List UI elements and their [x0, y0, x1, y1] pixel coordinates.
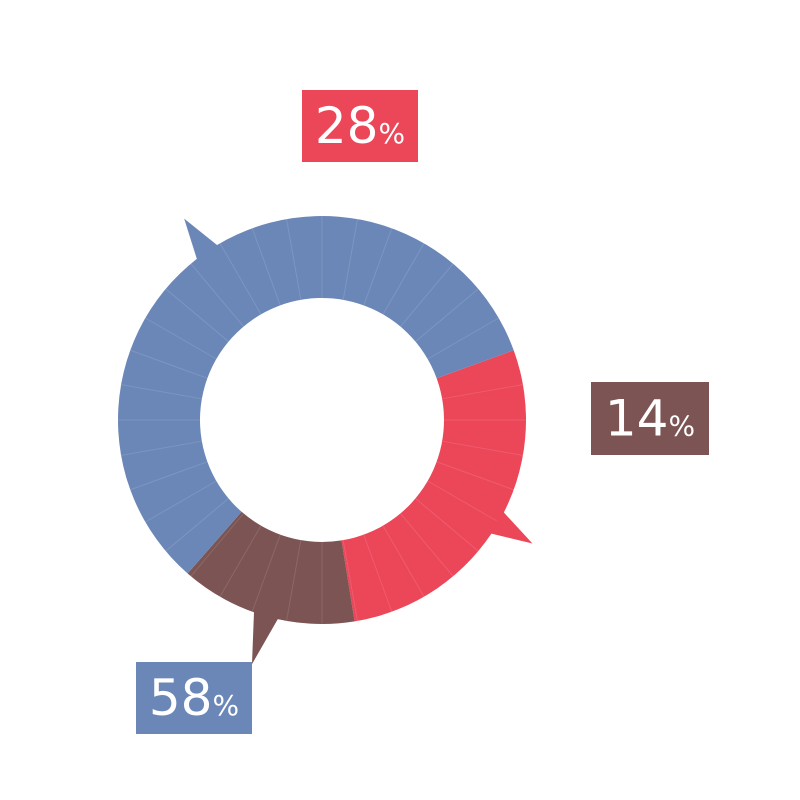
segment-divider — [427, 317, 499, 360]
segment-divider — [400, 263, 454, 327]
segment-divider — [130, 349, 208, 379]
callouts: 28% 14% 58% — [136, 90, 709, 734]
segment-divider — [145, 480, 217, 523]
segment-divider — [219, 243, 262, 315]
segment-divider — [400, 513, 454, 577]
callout-box — [136, 662, 252, 734]
segment-divider — [121, 384, 202, 400]
segment-divider — [382, 525, 425, 597]
segment-divider — [121, 440, 202, 456]
slice-value-label: 14% — [605, 390, 695, 448]
slice-value-label: 28% — [315, 97, 405, 155]
segment-divider — [415, 288, 479, 342]
donut-slice-28 — [341, 350, 526, 622]
donut-slice-58 — [117, 215, 514, 574]
segment-divider — [190, 513, 244, 577]
callout-label: 28% — [302, 90, 418, 162]
segment-divider — [165, 288, 229, 342]
segment-divider — [251, 534, 281, 612]
callout-label: 58% — [136, 662, 252, 734]
segment-divider — [363, 534, 393, 612]
segment-divider — [427, 480, 499, 523]
segment-divider — [286, 540, 302, 621]
callout-box — [591, 382, 709, 455]
segment-divider — [415, 498, 479, 552]
donut-slice-14 — [187, 511, 355, 624]
segment-divider — [436, 461, 514, 491]
segment-divider — [165, 498, 229, 552]
slice-value-label: 58% — [149, 669, 239, 727]
callout-arrow — [489, 510, 533, 544]
callout-box — [302, 90, 418, 162]
segment-divider — [442, 384, 523, 400]
segment-divider — [342, 219, 358, 300]
segment-divider — [130, 461, 208, 491]
callout-arrow — [251, 610, 279, 665]
segment-divider — [190, 263, 244, 327]
segment-divider — [251, 228, 281, 306]
segment-divider — [145, 317, 217, 360]
segment-divider — [442, 440, 523, 456]
callout-arrow — [184, 218, 219, 261]
donut-ring — [117, 215, 533, 665]
segment-divider — [363, 228, 393, 306]
segment-divider — [382, 243, 425, 315]
segment-divider — [219, 525, 262, 597]
segment-divider — [286, 219, 302, 300]
callout-label: 14% — [591, 382, 709, 455]
segment-divider — [342, 540, 358, 621]
